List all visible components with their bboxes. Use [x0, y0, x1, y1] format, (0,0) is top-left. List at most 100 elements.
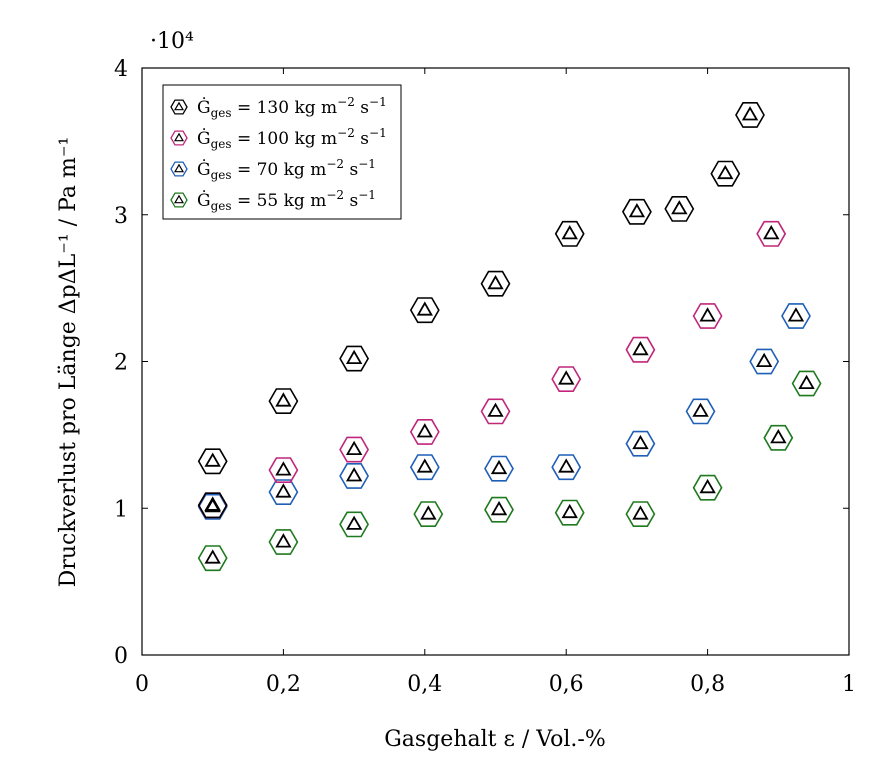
legend-label: Ġges = 100 kg m−2 s−1 [197, 126, 387, 151]
triangle-marker [345, 515, 363, 530]
triangle-marker [420, 505, 437, 520]
x-tick-label: 0,6 [549, 672, 584, 697]
data-point [484, 496, 514, 523]
data-point [749, 348, 780, 375]
data-point [268, 479, 299, 506]
data-point [625, 430, 656, 457]
hexagon-marker [413, 501, 444, 528]
triangle-marker [275, 533, 292, 548]
hexagon-marker [339, 345, 370, 372]
triangle-marker [204, 496, 221, 511]
data-point [554, 499, 585, 526]
legend-entry: Ġges = 70 kg m−2 s−1 [170, 157, 376, 182]
hexagon-marker [197, 448, 228, 475]
hexagon-marker [685, 398, 716, 425]
triangle-marker [561, 225, 578, 240]
data-point [339, 511, 370, 538]
data-point [551, 366, 582, 393]
triangle-marker [558, 458, 575, 473]
hexagon-marker [170, 99, 188, 115]
x-tick-label: 1 [842, 672, 856, 697]
triangle-marker [558, 370, 575, 385]
data-point [480, 398, 511, 425]
data-point [625, 336, 656, 363]
data-point [339, 462, 370, 489]
triangle-marker [416, 423, 433, 438]
y-tick-label: 1 [114, 497, 128, 522]
x-tick-label: 0,8 [690, 672, 725, 697]
triangle-marker [632, 505, 649, 520]
hexagon-marker [625, 501, 656, 528]
data-point [781, 303, 811, 329]
triangle-marker [490, 500, 508, 516]
triangle-marker [787, 307, 805, 322]
hexagon-marker [480, 398, 511, 425]
x-tick-label: 0 [135, 672, 149, 697]
x-tick-label: 0,2 [266, 672, 301, 697]
data-point [268, 457, 299, 484]
legend-entry: Ġges = 100 kg m−2 s−1 [170, 126, 387, 151]
series-55 [197, 370, 822, 572]
data-point [409, 454, 440, 481]
data-point [197, 492, 228, 519]
y-axis-label: Druckverlust pro Länge ΔpΔL⁻¹ / Pa m⁻¹ [56, 137, 81, 588]
hexagon-marker [480, 270, 511, 297]
hexagon-marker [664, 196, 695, 222]
data-point [480, 270, 511, 297]
hexagon-marker [625, 336, 656, 363]
hexagon-marker [197, 545, 228, 572]
hexagon-marker [339, 436, 370, 463]
legend-box [162, 84, 402, 220]
data-point [268, 388, 299, 415]
hexagon-marker [781, 303, 811, 329]
hexagon-marker [551, 454, 582, 481]
x-tick-label: 0,4 [407, 672, 442, 697]
triangle-marker [275, 483, 292, 498]
legend-entry: Ġges = 55 kg m−2 s−1 [170, 188, 376, 213]
data-point [484, 455, 514, 482]
triangle-marker [345, 467, 363, 482]
triangle-marker [490, 459, 508, 475]
hexagon-marker [756, 220, 787, 247]
data-point [735, 102, 765, 128]
triangle-marker [173, 194, 185, 204]
triangle-marker [763, 225, 780, 240]
hexagon-marker [710, 160, 741, 187]
y-tick-label: 4 [114, 57, 128, 82]
data-point [413, 501, 444, 528]
hexagon-marker [268, 479, 299, 506]
data-point [554, 220, 585, 247]
hexagon-marker [692, 303, 723, 329]
y-tick-label: 2 [114, 351, 128, 376]
hexagon-marker [268, 529, 299, 555]
triangle-marker [416, 458, 433, 473]
hexagon-marker [621, 198, 652, 225]
hexagon-marker [484, 496, 514, 523]
triangle-marker [204, 549, 221, 564]
hexagon-marker [339, 511, 370, 538]
axes: 0 0,2 0,4 0,6 0,8 1 0 1 2 3 4 [114, 57, 856, 697]
data-point [763, 424, 794, 451]
data-points [197, 102, 822, 572]
triangle-marker [755, 352, 773, 368]
triangle-marker [275, 461, 292, 476]
hexagon-marker [409, 454, 440, 481]
triangle-marker [699, 478, 716, 494]
y-scale-note: ·10⁴ [150, 29, 194, 54]
triangle-marker [173, 163, 185, 173]
x-axis-label: Gasgehalt ε / Vol.-% [384, 727, 606, 752]
hexagon-marker [554, 499, 585, 526]
triangle-marker [561, 503, 578, 519]
triangle-marker [699, 307, 716, 322]
data-point [268, 529, 299, 555]
data-point [756, 220, 787, 247]
triangle-marker [741, 106, 759, 121]
y-tick-label: 3 [114, 204, 128, 229]
hexagon-marker [409, 297, 440, 324]
hexagon-marker [409, 418, 440, 445]
hexagon-marker [268, 457, 299, 484]
hexagon-marker [197, 492, 228, 519]
triangle-marker [671, 200, 688, 215]
legend-marker [170, 192, 188, 208]
